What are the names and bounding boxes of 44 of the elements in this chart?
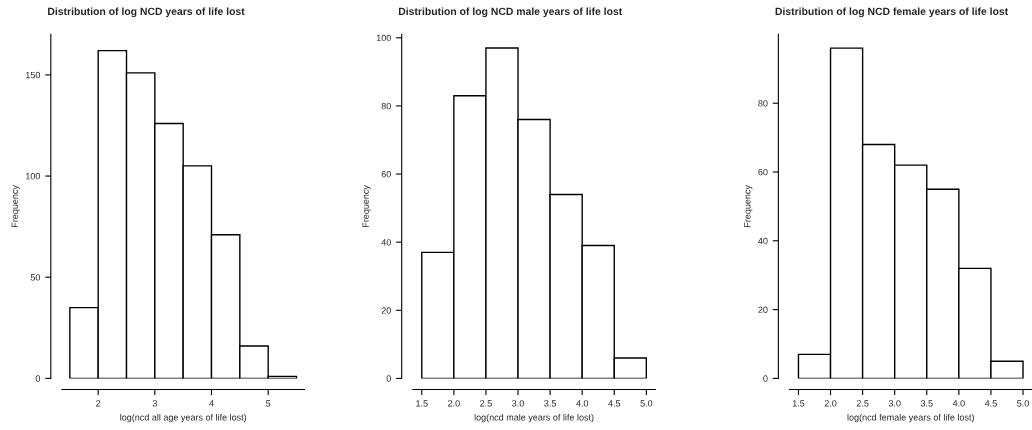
- x-tick-label: 4.5: [984, 400, 997, 407]
- y-tick-label: 80: [758, 100, 768, 107]
- y-axis-title: Frequency: [744, 185, 753, 227]
- y-axis-title: Frequency: [362, 185, 371, 227]
- y-tick-label: 100: [26, 173, 41, 180]
- y-tick-label: 150: [26, 71, 41, 79]
- y-tick-label: 0: [386, 375, 391, 382]
- x-tick-label: 3.5: [544, 400, 556, 407]
- y-tick-label: 80: [381, 102, 391, 110]
- x-tick-label: 4.0: [952, 400, 965, 407]
- x-tick-label: 2.5: [480, 400, 492, 407]
- y-tick-label: 40: [758, 237, 768, 245]
- y-tick-label: 100: [376, 34, 391, 42]
- y-axis-title: Frequency: [11, 185, 20, 227]
- x-tick-label: 2.5: [856, 400, 869, 407]
- x-axis-title: log(ncd female years of life lost): [847, 413, 974, 423]
- y-tick-label: 20: [381, 307, 391, 314]
- chart-title: Distribution of log NCD years of life lost: [48, 7, 245, 18]
- x-tick-label: 4: [209, 400, 214, 407]
- x-tick-label: 1.5: [416, 400, 428, 407]
- x-tick-label: 5.0: [1017, 400, 1029, 407]
- y-tick-label: 50: [30, 274, 41, 281]
- chart-title: Distribution of log NCD female years of life lost: [775, 7, 1009, 18]
- y-tick-label: 0: [763, 375, 768, 382]
- x-tick-label: 4.0: [576, 400, 589, 407]
- y-tick-label: 60: [381, 171, 391, 178]
- x-tick-label: 1.5: [792, 400, 805, 407]
- x-tick-label: 5: [266, 400, 271, 407]
- x-tick-label: 3.5: [920, 400, 933, 407]
- chart-title: Distribution of log NCD male years of life lost: [398, 7, 623, 18]
- x-axis-title: log(ncd all age years of life lost): [120, 413, 247, 423]
- x-tick-label: 2: [96, 400, 101, 407]
- y-tick-label: 0: [35, 375, 41, 382]
- x-tick-label: 3.0: [888, 400, 901, 407]
- x-tick-label: 2.0: [448, 400, 460, 407]
- x-tick-label: 5.0: [640, 400, 653, 407]
- x-tick-label: 3: [152, 400, 157, 407]
- y-tick-label: 20: [758, 306, 768, 313]
- x-tick-label: 2.0: [824, 400, 837, 407]
- x-tick-label: 3.0: [512, 400, 524, 407]
- y-tick-label: 40: [381, 239, 391, 246]
- x-tick-label: 4.5: [608, 400, 621, 407]
- x-axis-title: log(ncd male years of life lost): [474, 413, 594, 423]
- y-tick-label: 60: [758, 168, 768, 176]
